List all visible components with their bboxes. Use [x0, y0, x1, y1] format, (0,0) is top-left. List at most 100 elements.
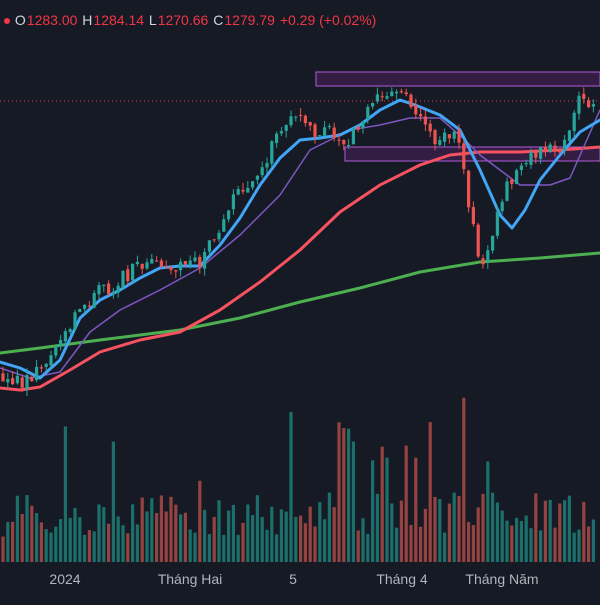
candle — [126, 265, 130, 286]
candle — [303, 114, 307, 127]
volume-bars — [1, 397, 595, 562]
volume-bar — [519, 521, 523, 562]
candle-body — [385, 96, 389, 99]
candle — [54, 345, 58, 359]
candle-body — [73, 312, 77, 330]
candle — [399, 88, 403, 94]
volume-bar — [332, 507, 336, 562]
candle — [447, 134, 451, 144]
candle — [529, 148, 533, 169]
x-tick-label: Tháng 4 — [376, 571, 428, 587]
candle — [49, 350, 53, 369]
series-status-dot — [4, 18, 10, 25]
volume-bar — [44, 529, 48, 562]
candle-body — [246, 187, 250, 193]
candle — [222, 214, 226, 233]
candle — [275, 131, 279, 148]
candle — [231, 189, 235, 215]
volume-bar — [169, 496, 173, 562]
candle — [347, 138, 351, 149]
candle — [486, 245, 490, 269]
candle — [135, 255, 139, 267]
candle-body — [375, 94, 379, 102]
volume-bar — [591, 519, 595, 562]
volume-bar — [495, 502, 499, 562]
candle-body — [356, 127, 360, 130]
candle-body — [351, 128, 355, 145]
volume-bar — [111, 441, 115, 562]
volume-bar — [279, 509, 283, 562]
candle — [217, 229, 221, 243]
volume-bar — [255, 495, 259, 562]
candle-body — [231, 194, 235, 210]
volume-bar — [73, 508, 77, 562]
volume-bar — [107, 523, 111, 562]
volume-bar — [476, 507, 480, 562]
volume-bar — [275, 534, 279, 562]
ma-fast-line — [0, 98, 600, 380]
volume-bar — [265, 529, 269, 562]
candle-body — [49, 355, 53, 366]
volume-bar — [20, 513, 24, 562]
volume-bar — [299, 515, 303, 562]
volume-bar — [121, 525, 125, 562]
volume-bar — [390, 503, 394, 562]
candle — [491, 235, 495, 254]
volume-bar — [553, 527, 557, 562]
volume-bar — [515, 517, 519, 562]
candle — [207, 240, 211, 257]
volume-bar — [87, 530, 91, 562]
volume-bar — [500, 510, 504, 562]
candle-body — [510, 179, 514, 184]
volume-bar — [457, 495, 461, 562]
candle-body — [308, 122, 312, 126]
candle-body — [279, 131, 283, 134]
x-tick-label: 2024 — [49, 571, 80, 587]
volume-bar — [414, 457, 418, 562]
volume-bar — [486, 461, 490, 562]
candle — [107, 280, 111, 296]
candle — [255, 174, 259, 185]
candle-body — [227, 210, 231, 220]
candle-body — [409, 94, 413, 108]
candle — [380, 91, 384, 102]
time-axis: 2024 Tháng Hai 5 Tháng 4 Tháng Năm — [49, 571, 538, 587]
candle-body — [534, 150, 538, 158]
volume-bar — [183, 512, 187, 562]
candle-body — [347, 144, 351, 146]
volume-bar — [116, 516, 120, 562]
volume-bar — [241, 522, 245, 562]
volume-bar — [131, 504, 135, 562]
candle — [73, 309, 77, 332]
candle — [572, 110, 576, 138]
candle-body — [39, 367, 43, 369]
resistance-zone-upper — [315, 71, 600, 87]
candle-body — [59, 339, 63, 347]
candle-body — [337, 139, 341, 141]
candle-body — [188, 260, 192, 266]
candle-body — [169, 266, 173, 271]
candle — [515, 168, 519, 185]
candle — [169, 266, 173, 275]
candle-body — [203, 251, 207, 269]
volume-bar — [251, 515, 255, 562]
candle — [351, 126, 355, 145]
volume-bar — [102, 507, 106, 562]
volume-bar — [385, 457, 389, 562]
candle — [428, 119, 432, 138]
candle — [524, 159, 528, 167]
candle-body — [159, 260, 163, 267]
volume-bar — [452, 492, 456, 562]
candle-body — [462, 143, 466, 170]
x-tick-label: Tháng Hai — [158, 571, 223, 587]
ma-slow-line — [0, 145, 600, 392]
candle-body — [102, 284, 106, 286]
candle-body — [30, 376, 34, 382]
close-value: 1279.79 — [224, 12, 275, 28]
volume-bar — [30, 505, 34, 562]
candle — [433, 128, 437, 151]
volume-bar — [313, 526, 317, 562]
candle-body — [572, 112, 576, 132]
